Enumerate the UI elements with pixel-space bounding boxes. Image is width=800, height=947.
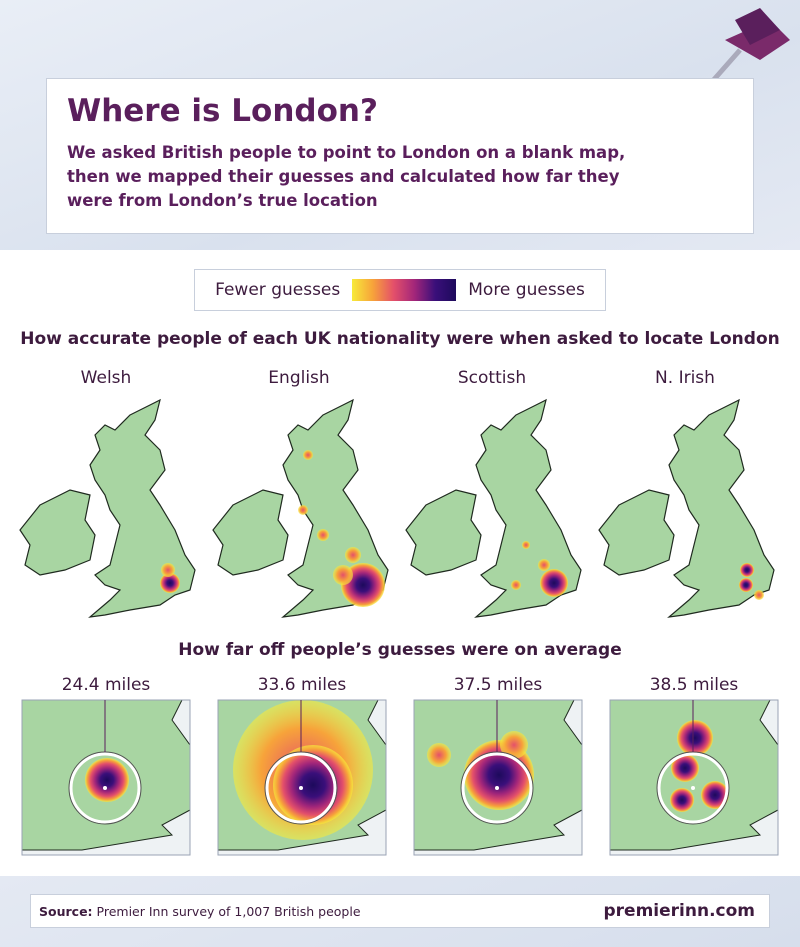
- frame: [609, 699, 779, 856]
- zoom-content: [218, 700, 386, 855]
- distance-ring: [265, 752, 337, 824]
- heat-blob: [160, 573, 180, 593]
- footer: Source: Premier Inn survey of 1,007 Brit…: [30, 894, 770, 928]
- zoom-map: [21, 699, 191, 856]
- nationality-label: N. Irish: [655, 368, 715, 388]
- heat-blob: [677, 720, 713, 756]
- source: Source: Premier Inn survey of 1,007 Brit…: [39, 904, 361, 919]
- subtitle: We asked British people to point to Lond…: [67, 143, 626, 210]
- london-dot: [495, 786, 499, 790]
- nationality-label: Welsh: [81, 368, 132, 388]
- heat-blob: [345, 547, 361, 563]
- legend-gradient: [352, 279, 457, 301]
- header-box: Where is London? We asked British people…: [46, 78, 754, 234]
- heat-blob: [161, 563, 175, 577]
- section-title: How accurate people of each UK nationali…: [20, 329, 780, 349]
- frame: [217, 699, 387, 856]
- nationality-label: Scottish: [458, 368, 526, 388]
- frame: [21, 699, 191, 856]
- uk-map: [212, 399, 389, 618]
- section-title: How far off people’s guesses were on ave…: [178, 640, 622, 660]
- uk-map: [405, 399, 582, 618]
- distance-ring: [69, 752, 141, 824]
- heat-blob: [754, 590, 764, 600]
- heat-blob: [427, 743, 451, 767]
- london-dot: [299, 786, 303, 790]
- legend-high: More guesses: [468, 280, 585, 300]
- distance-label: 37.5 miles: [454, 675, 543, 695]
- heat-blob: [85, 758, 129, 802]
- london-dot: [691, 786, 695, 790]
- zoom-content: [610, 700, 778, 855]
- source-label: Source:: [39, 903, 93, 919]
- distance-label: 38.5 miles: [650, 675, 739, 695]
- heat-blob: [333, 565, 353, 585]
- legend: Fewer guesses More guesses: [194, 269, 606, 311]
- heat-blob: [538, 559, 550, 571]
- heat-blob: [303, 450, 313, 460]
- heat-blob: [671, 754, 699, 782]
- distance-label: 33.6 miles: [258, 675, 347, 695]
- zoom-map: [413, 699, 583, 856]
- uk-map: [19, 399, 196, 618]
- legend-low: Fewer guesses: [215, 280, 341, 300]
- heat-blob: [540, 569, 568, 597]
- site: premierinn.com: [603, 901, 756, 921]
- heat-blob: [500, 731, 528, 759]
- title: Where is London?: [67, 93, 378, 129]
- distance-ring: [461, 752, 533, 824]
- zoom-content: [22, 700, 190, 855]
- london-dot: [103, 786, 107, 790]
- frame: [413, 699, 583, 856]
- heat-blob: [740, 563, 754, 577]
- zoom-map: [609, 699, 779, 856]
- heat-blob: [511, 580, 521, 590]
- heat-blob: [701, 781, 729, 809]
- heat-blob: [739, 578, 753, 592]
- zoom-map: [217, 699, 387, 856]
- heat-blob: [317, 529, 329, 541]
- heat-blob: [670, 788, 694, 812]
- heat-blob: [522, 541, 530, 549]
- distance-ring: [657, 752, 729, 824]
- source-text: Premier Inn survey of 1,007 British peop…: [96, 903, 361, 919]
- heat-blob: [298, 505, 308, 515]
- zoom-content: [414, 700, 582, 855]
- uk-map: [598, 399, 775, 618]
- maps: Welsh 24.4 miles English 33.6 miles Scottish…: [19, 368, 779, 856]
- nationality-label: English: [268, 368, 329, 388]
- distance-label: 24.4 miles: [62, 675, 151, 695]
